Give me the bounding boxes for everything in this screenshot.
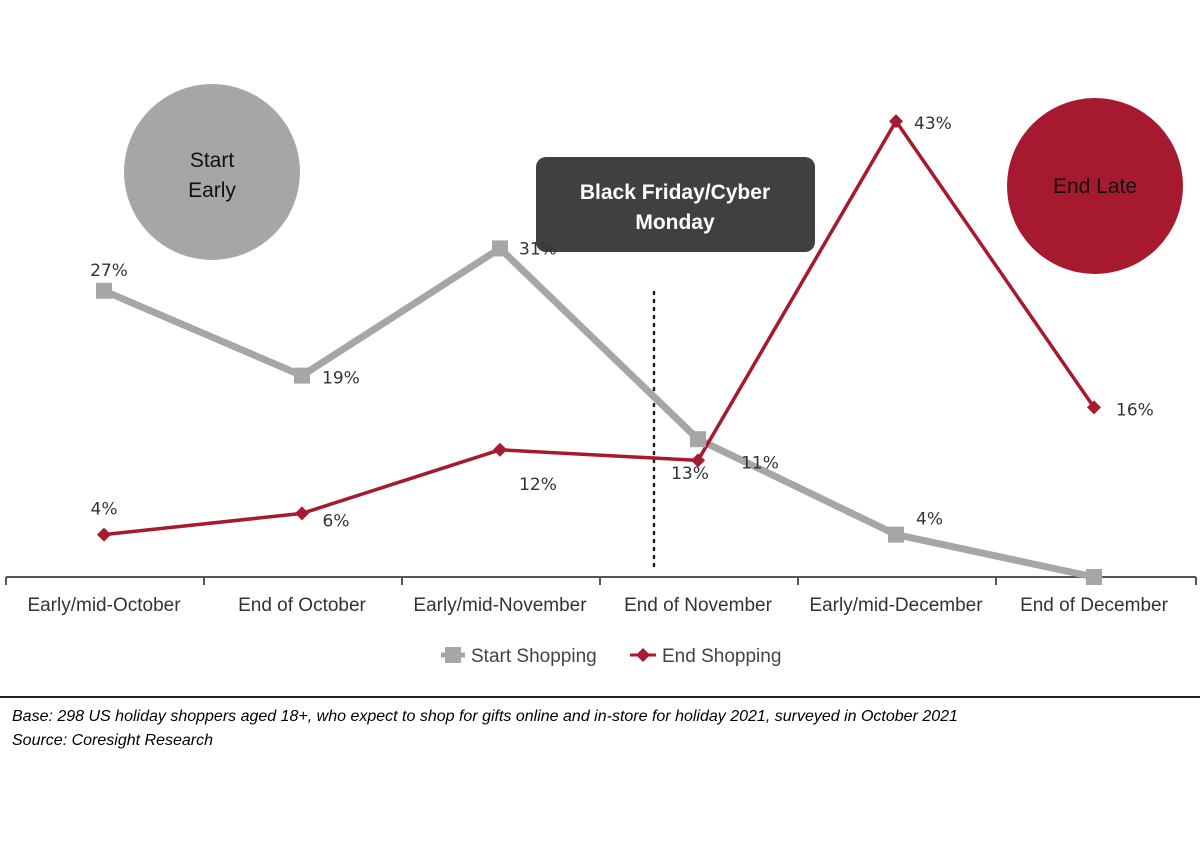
- marker-s0-0: [96, 282, 112, 299]
- data-label-s0-2: 31%: [519, 239, 557, 259]
- footnote-divider: [0, 696, 1200, 698]
- marker-s1-2: [493, 442, 507, 457]
- footnote-source: Source: Coresight Research: [12, 732, 213, 749]
- start-early-label-line1: Start: [190, 149, 235, 172]
- footnote-base: Base: 298 US holiday shoppers aged 18+, …: [12, 708, 958, 725]
- line-chart: Start Early End Late Black Friday/Cyber …: [5, 84, 1197, 667]
- black-friday-label-line2: Monday: [635, 211, 715, 234]
- end-late-circle: [1007, 98, 1183, 274]
- marker-s1-4: [889, 114, 903, 129]
- data-label-s1-4: 43%: [914, 114, 952, 134]
- marker-s1-3: [691, 453, 705, 468]
- marker-s1-1: [295, 506, 309, 521]
- series-lines: [96, 114, 1102, 585]
- data-label-s0-4: 4%: [916, 510, 943, 530]
- x-tick-label-4: Early/mid-December: [809, 595, 983, 616]
- black-friday-label-line1: Black Friday/Cyber: [580, 181, 770, 204]
- data-labels: 27% 19% 31% 13% 4% 4% 6% 12% 11% 43% 16%: [90, 114, 1154, 531]
- data-label-s1-2: 12%: [519, 475, 557, 495]
- legend-end-label: End Shopping: [662, 646, 781, 667]
- marker-s1-5: [1087, 400, 1101, 415]
- start-early-circle: [124, 84, 300, 260]
- marker-s0-1: [294, 367, 310, 384]
- x-tick-label-5: End of December: [1020, 595, 1169, 616]
- marker-s0-2: [492, 240, 508, 257]
- start-early-label-line2: Early: [188, 179, 236, 202]
- marker-s0-4: [888, 526, 904, 543]
- marker-s0-5: [1086, 569, 1102, 585]
- series-line-1: [103, 119, 1096, 537]
- data-label-s1-0: 4%: [91, 500, 118, 520]
- marker-s1-0: [97, 527, 111, 542]
- data-label-s1-3: 11%: [741, 453, 779, 473]
- legend-end-marker: [636, 648, 650, 662]
- series-line-0: [102, 244, 1095, 581]
- x-tick-label-3: End of November: [624, 595, 773, 616]
- data-label-s1-1: 6%: [323, 511, 350, 531]
- black-friday-box: [536, 157, 815, 252]
- data-label-s1-5: 16%: [1116, 400, 1154, 420]
- x-tick-label-1: End of October: [238, 595, 366, 616]
- data-label-s0-0: 27%: [90, 261, 128, 281]
- end-late-label: End Late: [1053, 175, 1137, 198]
- x-ticks: Early/mid-October End of October Early/mid…: [5, 577, 1197, 616]
- data-label-s0-3: 13%: [671, 464, 709, 484]
- x-tick-label-0: Early/mid-October: [27, 595, 181, 616]
- x-tick-label-2: Early/mid-November: [413, 595, 587, 616]
- legend-start-label: Start Shopping: [471, 646, 597, 667]
- marker-s0-3: [690, 431, 706, 448]
- legend-start-marker: [445, 647, 461, 663]
- data-label-s0-1: 19%: [322, 369, 360, 389]
